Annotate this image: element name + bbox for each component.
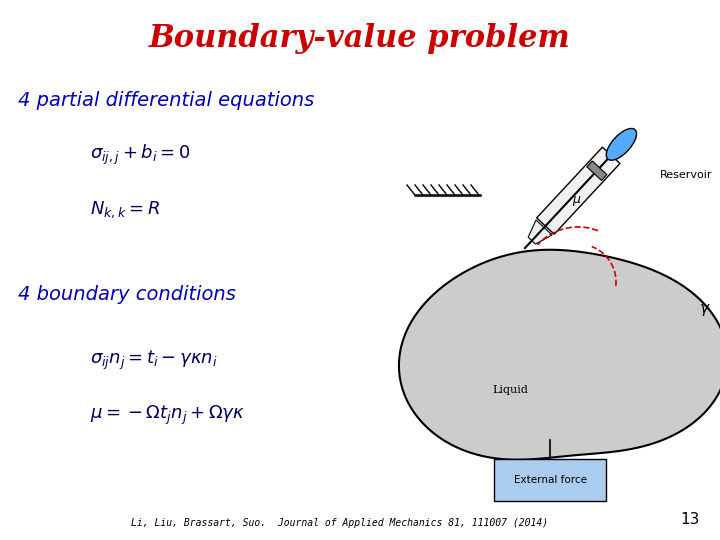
Text: $\sigma_{ij}n_j = t_i - \gamma\kappa n_i$: $\sigma_{ij}n_j = t_i - \gamma\kappa n_i… (90, 348, 217, 372)
Text: Liquid: Liquid (492, 385, 528, 395)
Ellipse shape (606, 129, 636, 160)
Text: Boundary-value problem: Boundary-value problem (149, 23, 571, 53)
Text: Li, Liu, Brassart, Suo.  Journal of Applied Mechanics 81, 111007 (2014): Li, Liu, Brassart, Suo. Journal of Appli… (132, 518, 549, 528)
Text: Reservoir: Reservoir (660, 170, 713, 180)
Text: 4 partial differential equations: 4 partial differential equations (18, 91, 314, 110)
Polygon shape (587, 161, 607, 180)
Polygon shape (399, 250, 720, 460)
FancyBboxPatch shape (494, 459, 606, 501)
Polygon shape (536, 147, 620, 234)
Text: 13: 13 (680, 512, 700, 528)
Text: $N_{k,k} = R$: $N_{k,k} = R$ (90, 200, 160, 220)
Text: 4 boundary conditions: 4 boundary conditions (18, 286, 236, 305)
Text: $\gamma$: $\gamma$ (699, 302, 711, 318)
Polygon shape (528, 220, 552, 244)
Text: External force: External force (513, 475, 587, 485)
Text: $\mu = -\Omega t_j n_j + \Omega\gamma\kappa$: $\mu = -\Omega t_j n_j + \Omega\gamma\ka… (90, 403, 245, 427)
Text: $\sigma_{ij,j} + b_i = 0$: $\sigma_{ij,j} + b_i = 0$ (90, 143, 191, 167)
Text: $\mu$: $\mu$ (572, 194, 582, 208)
